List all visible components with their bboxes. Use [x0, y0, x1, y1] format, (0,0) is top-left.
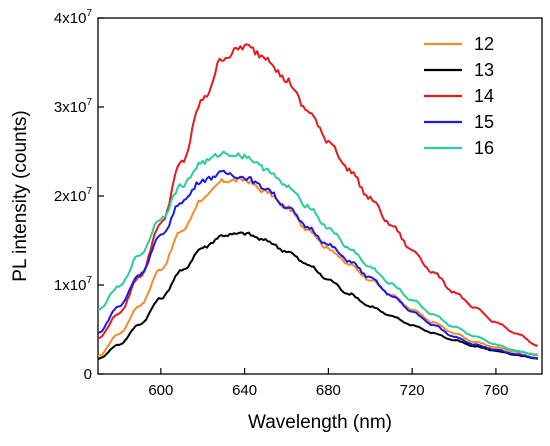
- y-axis-title: PL intensity (counts): [10, 110, 31, 281]
- x-tick-label: 680: [316, 382, 341, 399]
- y-tick-label: 0: [84, 366, 92, 383]
- y-tick-label: 1x107: [54, 275, 93, 294]
- y-tick-label: 2x107: [54, 186, 93, 205]
- y-tick-label: 3x107: [54, 97, 93, 116]
- series-line-12: [97, 176, 538, 357]
- series-lines: [97, 43, 539, 361]
- y-axis: 0 1x107 2x107 3x107 4x107: [54, 8, 104, 383]
- x-axis: 600 640 680 720 760: [148, 368, 508, 399]
- legend-label-15: 15: [474, 112, 494, 132]
- x-tick-label: 640: [232, 382, 257, 399]
- series-line-13: [97, 231, 539, 361]
- x-tick-label: 760: [483, 382, 508, 399]
- legend-label-14: 14: [474, 86, 494, 106]
- x-tick-label: 600: [148, 382, 173, 399]
- series-line-15: [97, 169, 538, 360]
- y-tick-label: 4x107: [54, 8, 93, 27]
- x-tick-label: 720: [400, 382, 425, 399]
- legend-label-16: 16: [474, 138, 494, 158]
- x-axis-title: Wavelength (nm): [248, 412, 392, 433]
- series-line-14: [97, 43, 538, 347]
- legend: 12 13 14 15 16: [424, 34, 494, 158]
- legend-label-12: 12: [474, 34, 494, 54]
- series-line-16: [97, 150, 538, 357]
- legend-label-13: 13: [474, 60, 494, 80]
